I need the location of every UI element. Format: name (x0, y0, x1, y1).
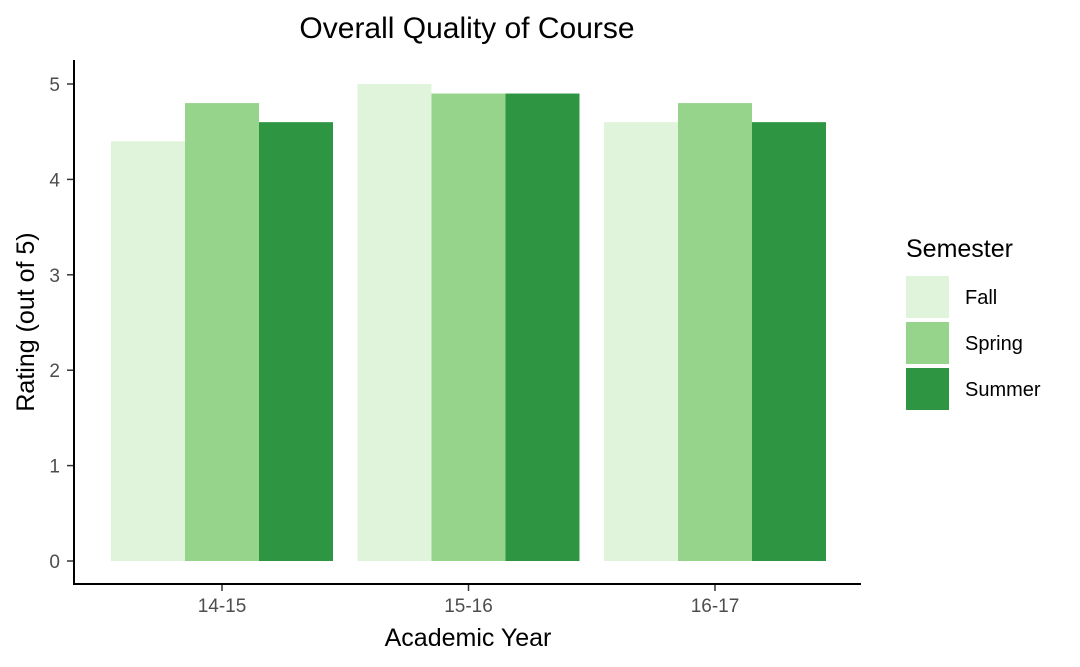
legend-key-spring (906, 322, 949, 364)
y-axis-title: Rating (out of 5) (12, 232, 40, 411)
y-tick-label: 4 (49, 170, 60, 191)
bar-summer-15-16 (505, 93, 580, 561)
plot-area: 14-15 15-16 16-17 0 1 2 3 4 5 (49, 75, 826, 617)
y-tick-label: 2 (49, 361, 60, 382)
bar-fall-14-15 (111, 141, 185, 562)
bar-fall-15-16 (357, 84, 432, 561)
bar-summer-16-17 (752, 122, 826, 561)
chart-title: Overall Quality of Course (299, 12, 634, 45)
legend-label-fall: Fall (965, 287, 997, 309)
x-tick-label: 15-16 (444, 596, 493, 617)
x-tick-label: 16-17 (691, 596, 740, 617)
bar-fall-16-17 (604, 122, 678, 561)
bar-spring-14-15 (185, 103, 259, 561)
legend-label-spring: Spring (965, 333, 1023, 355)
x-tick-label: 14-15 (198, 596, 247, 617)
bar-spring-16-17 (678, 103, 752, 561)
y-tick-label: 3 (49, 266, 60, 287)
legend-label-summer: Summer (965, 379, 1041, 401)
legend: Semester Fall Spring Summer (906, 235, 1041, 410)
legend-title: Semester (906, 235, 1013, 263)
x-axis-title: Academic Year (385, 624, 552, 652)
legend-key-fall (906, 276, 949, 318)
bar-summer-14-15 (259, 122, 333, 561)
y-tick-label: 5 (49, 75, 60, 96)
y-tick-label: 1 (49, 457, 60, 478)
bar-spring-15-16 (431, 93, 506, 561)
legend-key-summer (906, 368, 949, 410)
y-tick-label: 0 (49, 552, 60, 573)
